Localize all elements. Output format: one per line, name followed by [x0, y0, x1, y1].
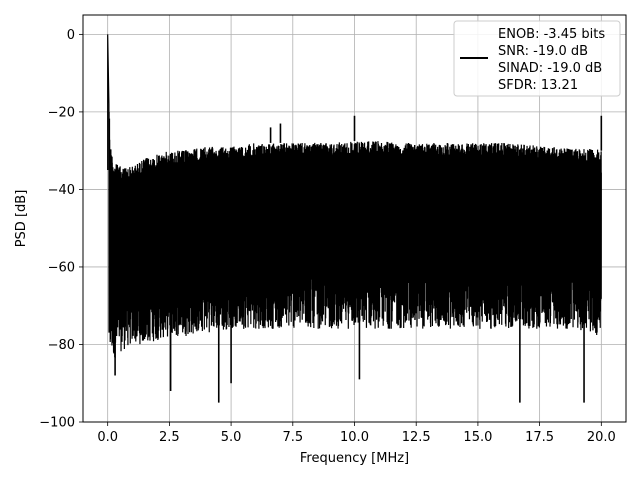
axis-ticks: 0.0 2.5 5.0 7.5 10.0 12.5 15.0 17.5 20.0 0 −20 −40 −…: [39, 28, 616, 445]
psd-series: [107, 34, 603, 403]
legend-sfdr: SFDR: 13.21: [498, 78, 578, 93]
legend-snr: SNR: -19.0 dB: [498, 44, 588, 59]
legend-sinad: SINAD: -19.0 dB: [498, 61, 602, 76]
x-tick-label: 10.0: [340, 430, 369, 445]
y-tick-label: 0: [67, 28, 75, 43]
legend-enob: ENOB: -3.45 bits: [498, 27, 605, 42]
y-tick-label: −60: [48, 260, 75, 275]
x-tick-label: 5.0: [221, 430, 242, 445]
psd-dense-band: [110, 152, 599, 305]
x-tick-label: 2.5: [159, 430, 180, 445]
x-tick-label: 20.0: [587, 430, 616, 445]
y-tick-label: −100: [39, 416, 75, 431]
legend-box: [453, 20, 621, 97]
y-tick-label: −80: [48, 338, 75, 353]
x-tick-label: 7.5: [282, 430, 303, 445]
x-tick-label: 0.0: [97, 430, 118, 445]
y-tick-label: −40: [48, 183, 75, 198]
x-tick-label: 17.5: [525, 430, 554, 445]
y-axis-label: PSD [dB]: [14, 190, 29, 248]
x-axis-label: Frequency [MHz]: [300, 451, 409, 466]
x-tick-label: 12.5: [402, 430, 431, 445]
y-tick-label: −20: [48, 105, 75, 120]
legend: ENOB: -3.45 bits SNR: -19.0 dB SINAD: -1…: [453, 20, 621, 97]
x-tick-label: 15.0: [463, 430, 492, 445]
